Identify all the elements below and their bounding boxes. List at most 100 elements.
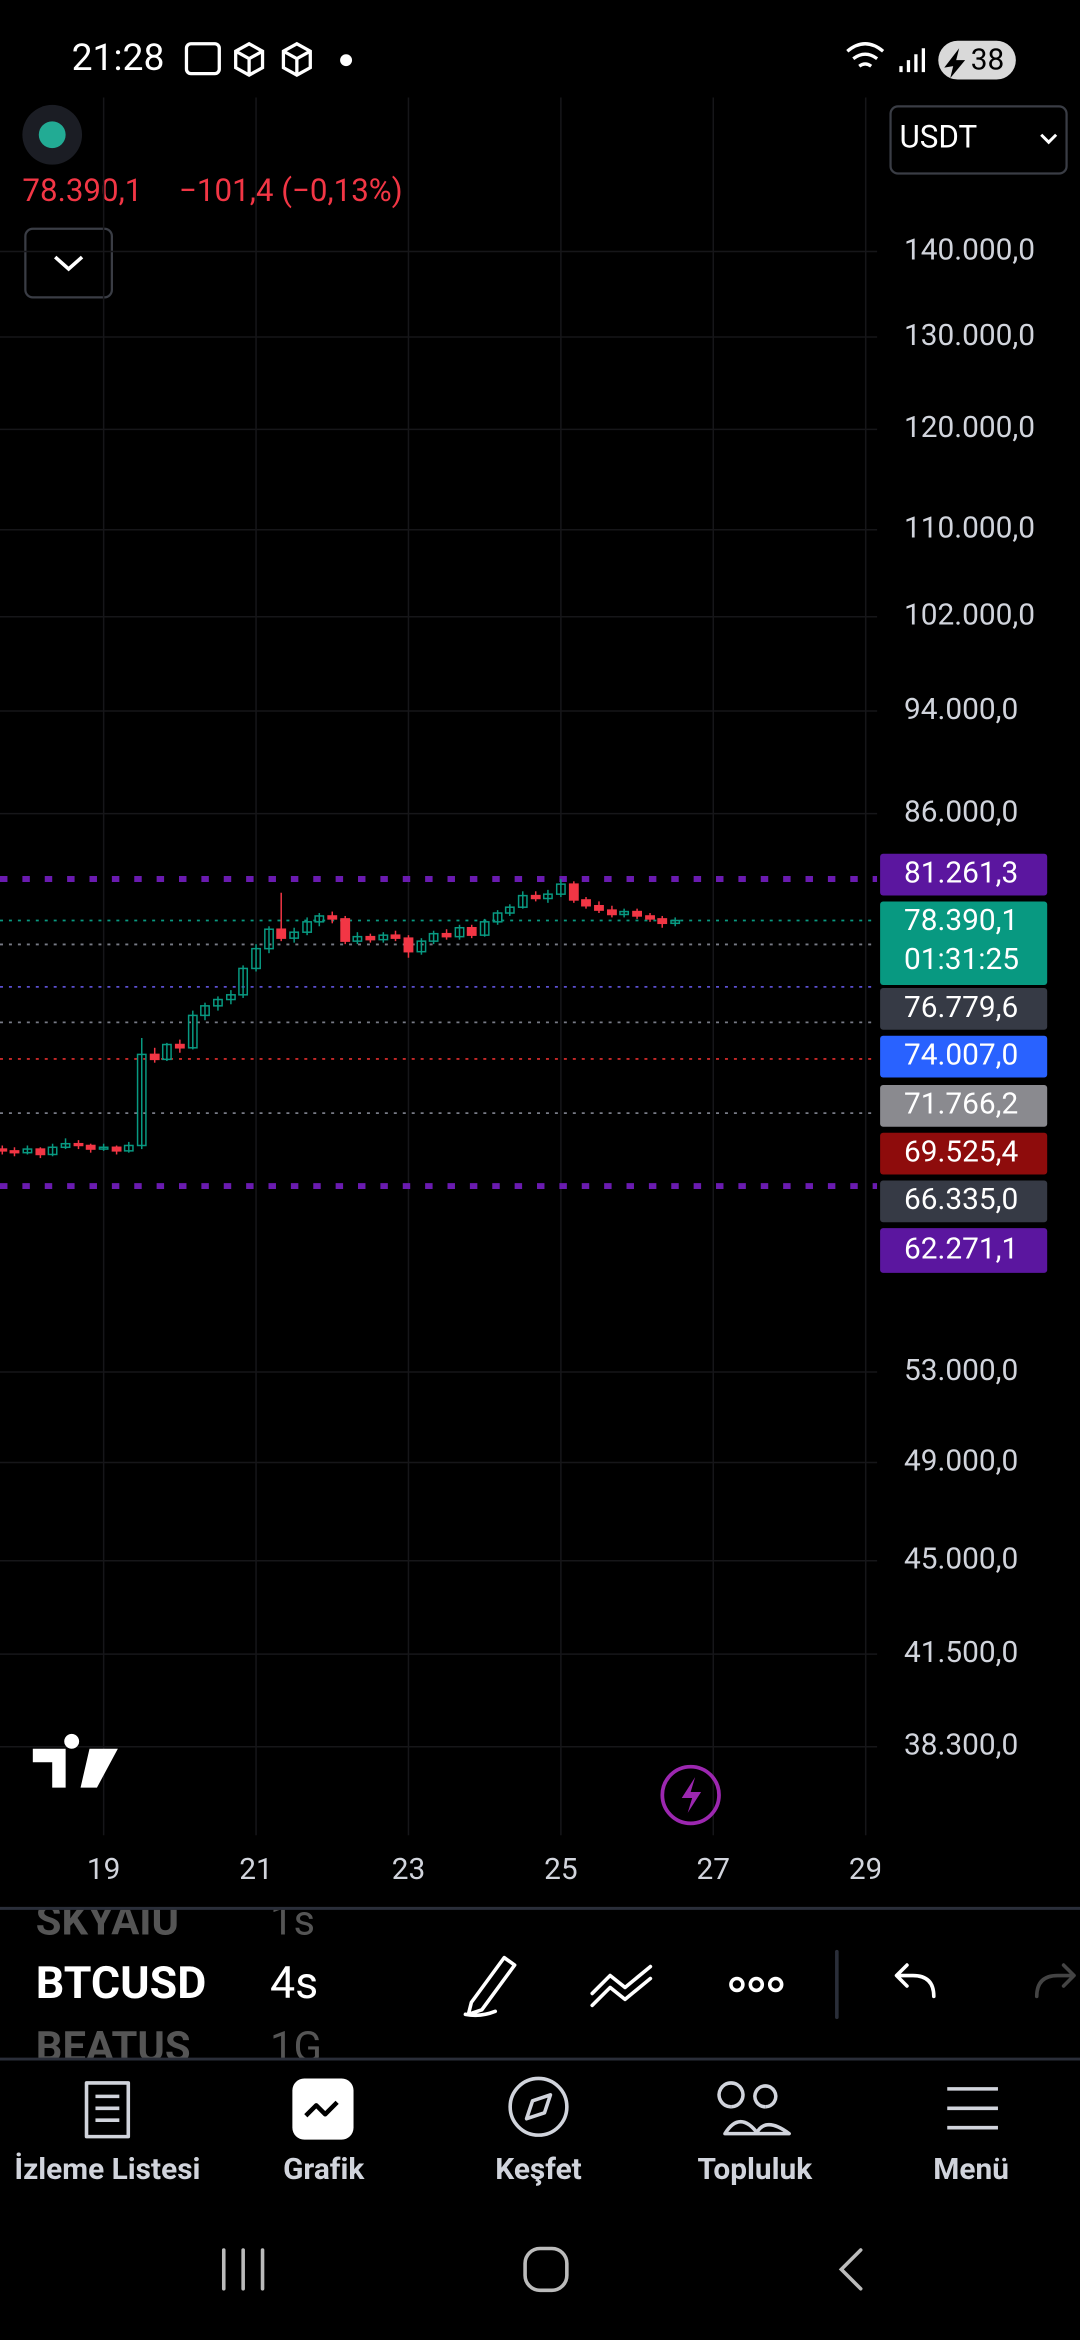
trend-tool[interactable] [590, 1964, 653, 2008]
y-tick-label: 45.000,0 [904, 1542, 1018, 1577]
explore-icon[interactable] [508, 2076, 569, 2137]
candle-body [35, 1148, 46, 1156]
candle-body [390, 934, 401, 939]
candle-body [568, 883, 579, 901]
candle-body [619, 910, 630, 916]
candle-body [555, 883, 566, 895]
y-tick-label: 94.000,0 [904, 692, 1018, 727]
level-badge [880, 1132, 1048, 1175]
back-button[interactable] [838, 2248, 863, 2291]
interval: 4s [270, 1956, 318, 2009]
interval: 1G [270, 2023, 322, 2072]
candle-body [657, 918, 668, 925]
candle-body [200, 1005, 210, 1017]
candle-body [530, 894, 541, 900]
candle-body [238, 967, 249, 996]
symbol: BTCUSD [36, 1956, 207, 2009]
y-tick-label: 130.000,0 [904, 318, 1035, 353]
candle-body [85, 1144, 96, 1150]
nav-label[interactable]: Keşfet [495, 2152, 582, 2187]
x-tick-label: 25 [544, 1852, 578, 1887]
candle-body [403, 937, 414, 953]
undo[interactable] [894, 1963, 936, 1999]
plot [0, 876, 878, 1190]
candle-body [670, 919, 681, 925]
countdown: 01:31:25 [904, 942, 1019, 977]
y-tick-label: 140.000,0 [904, 232, 1035, 267]
level-label: 74.007,0 [904, 1038, 1018, 1073]
candle-body [340, 918, 351, 942]
candle-body [225, 994, 236, 1001]
y-tick-label: 86.000,0 [904, 795, 1018, 830]
price-change: −101,4 (−0,13%) [179, 172, 403, 209]
chart-icon-line [304, 2100, 339, 2118]
notification-dot [340, 54, 353, 67]
menu-icon[interactable] [947, 2087, 998, 2130]
chevron [54, 255, 84, 272]
expand-button[interactable] [24, 227, 113, 299]
x-tick-label: 21 [239, 1852, 273, 1887]
candle-body [454, 926, 465, 938]
y-tick-label: 110.000,0 [904, 511, 1035, 546]
candle-body [492, 912, 503, 923]
level-badge [880, 1084, 1048, 1127]
candle-body [378, 934, 389, 941]
candle-body [327, 915, 338, 920]
more-tools[interactable] [729, 1976, 784, 1993]
candle-body [264, 928, 274, 950]
nav-label[interactable]: Grafik [283, 2152, 365, 2187]
symbol: BEATUS [36, 2023, 191, 2072]
candle-body [149, 1053, 160, 1061]
symbol-picker[interactable]: SKYAIU 1s BTCUSD 4s BEATUS 1G [36, 1896, 322, 2072]
last-price: 78.390,1 [22, 172, 142, 209]
price-axis: 140.000,0 130.000,0 120.000,0 110.000,0 102.… [904, 232, 1035, 1762]
nav-label[interactable]: Menü [933, 2152, 1009, 2187]
battery-level: 38 [971, 43, 1005, 78]
symbol: SKYAIU [36, 1896, 179, 1945]
candle-body [632, 910, 643, 917]
candle-body [302, 921, 313, 933]
logo [32, 1733, 118, 1788]
y-tick-label: 53.000,0 [904, 1353, 1018, 1388]
candle-body [73, 1142, 84, 1147]
candle-body [645, 915, 655, 920]
candle-body [594, 904, 604, 911]
level-badge [880, 1035, 1048, 1078]
level-label: 76.779,6 [904, 990, 1018, 1025]
draw-tool[interactable] [463, 1955, 517, 2018]
home-button[interactable] [523, 2246, 569, 2293]
candle-body [111, 1146, 122, 1152]
clock: 21:28 [72, 36, 165, 80]
community-icon[interactable] [717, 2081, 791, 2136]
y-tick-label: 102.000,0 [904, 598, 1035, 633]
quick-button[interactable] [660, 1764, 721, 1826]
level-labels: 81.261,3 78.390,1 01:31:25 76.779,6 74.007,0… [880, 853, 1048, 1273]
candle-body [47, 1146, 58, 1156]
redo[interactable] [1034, 1963, 1076, 1999]
candle-body [213, 998, 223, 1007]
grid [0, 97, 878, 1836]
level-label: 62.271,1 [904, 1231, 1018, 1266]
nav-label[interactable]: Topluluk [697, 2152, 813, 2187]
currency-select[interactable] [889, 105, 1068, 175]
watchlist-icon[interactable] [84, 2081, 131, 2139]
x-tick-label: 27 [697, 1852, 731, 1887]
candle-body [187, 1014, 198, 1049]
interval: 1s [270, 1896, 315, 1945]
candle-body [352, 935, 363, 942]
candle-body [22, 1148, 33, 1154]
candle-body [428, 932, 439, 942]
candle-body [276, 928, 287, 939]
recents-button[interactable] [221, 2248, 265, 2291]
currency: USDT [900, 119, 978, 156]
y-tick-label: 41.500,0 [904, 1635, 1018, 1670]
candle-body [504, 906, 515, 914]
candle-body [517, 894, 528, 908]
level-badge [880, 1180, 1048, 1223]
nav-label[interactable]: İzleme Listesi [14, 2152, 200, 2187]
charging-icon [944, 48, 966, 79]
compass-needle [524, 2093, 553, 2121]
status-icons [184, 41, 312, 77]
